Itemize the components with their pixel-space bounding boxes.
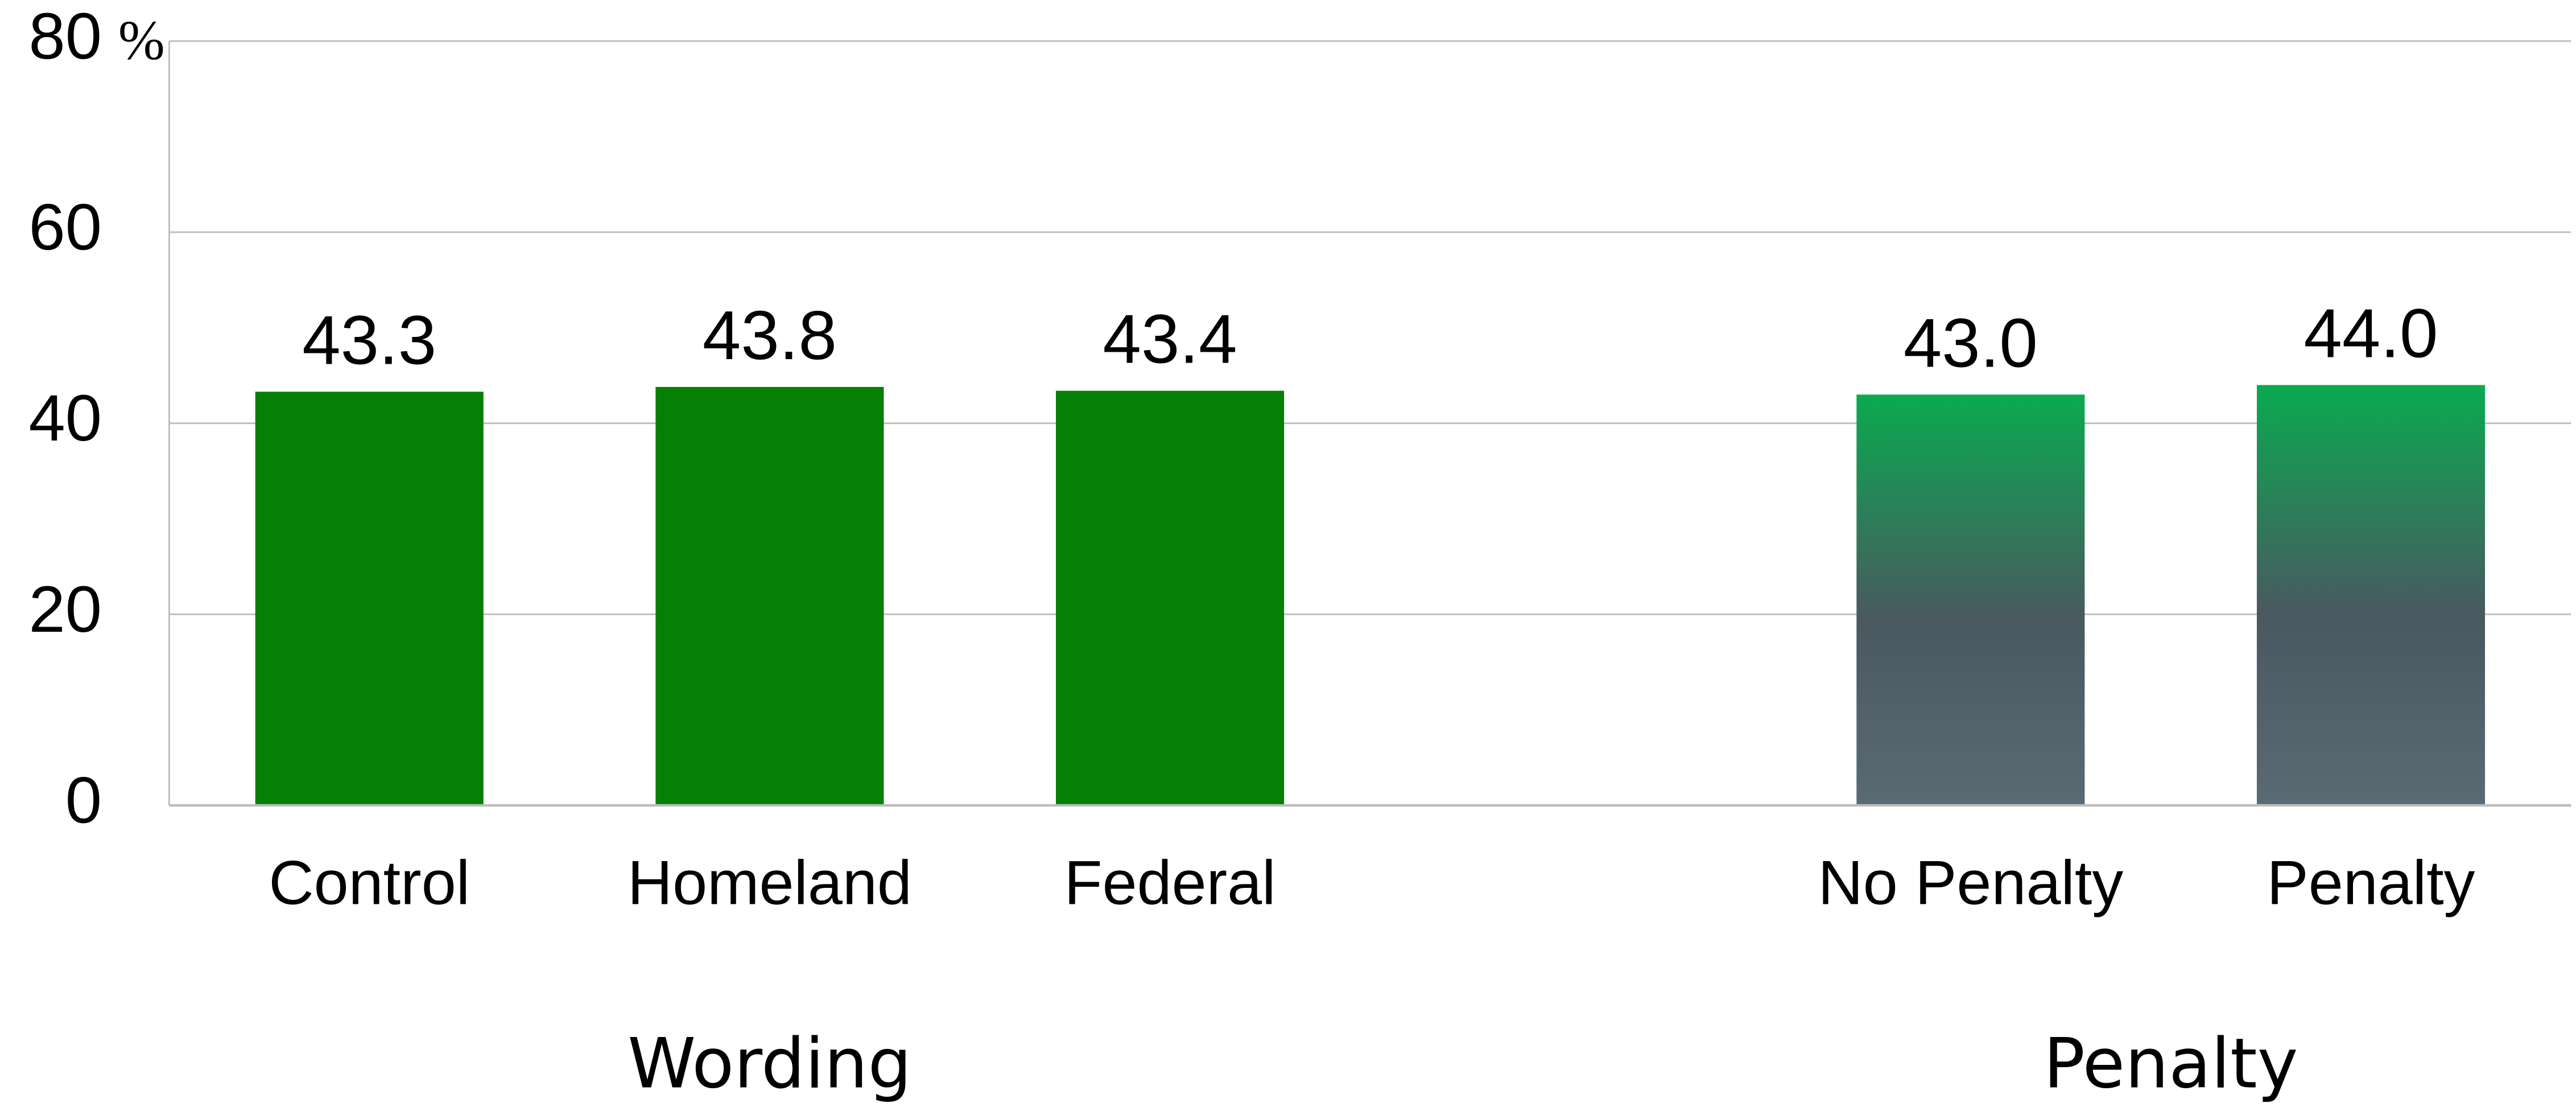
y-tick-label: 0: [65, 764, 102, 837]
value-label: 43.0: [1904, 304, 2038, 381]
x-tick-label: Homeland: [628, 848, 912, 917]
y-tick-label: 80: [29, 0, 102, 73]
bar: [1856, 394, 2085, 806]
y-tick-label: 40: [29, 381, 102, 455]
value-label: 43.4: [1103, 301, 1237, 378]
y-tick-label: 60: [29, 190, 102, 264]
x-tick-label: Federal: [1064, 848, 1276, 917]
x-tick-label: Penalty: [2267, 848, 2475, 917]
value-label: 44.0: [2303, 295, 2438, 372]
value-label: 43.8: [703, 297, 837, 374]
x-tick-label: Control: [269, 848, 470, 917]
bar: [655, 386, 884, 806]
group-label: Wording: [628, 1023, 911, 1104]
x-tick-label: No Penalty: [1818, 848, 2124, 917]
group-label: Penalty: [2044, 1023, 2298, 1104]
bar: [255, 392, 484, 806]
bar: [1056, 390, 1285, 806]
bar: [2256, 385, 2486, 806]
y-unit: %: [118, 10, 165, 71]
value-label: 43.3: [302, 301, 436, 378]
y-tick-label: 20: [29, 573, 102, 646]
